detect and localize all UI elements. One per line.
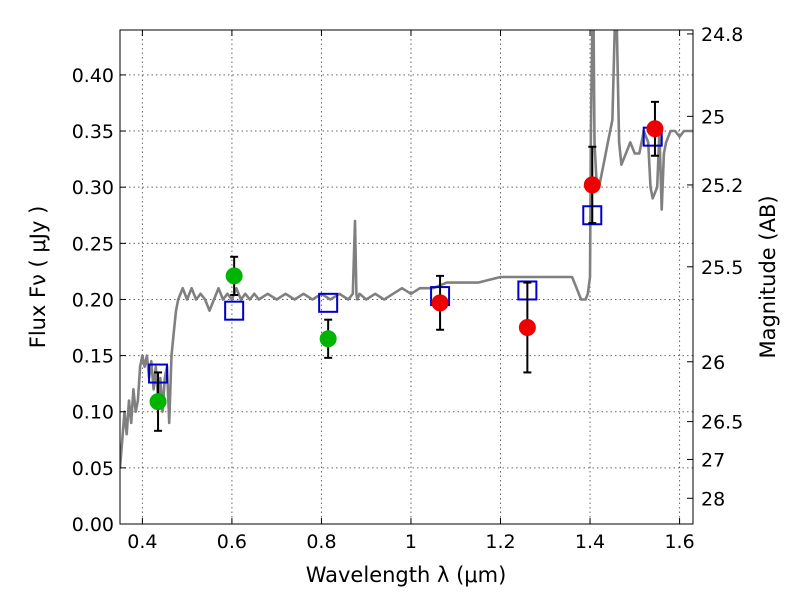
y2-axis-title: Magnitude (AB) [756,195,780,358]
y-axis-title: Flux Fν ( μJy ) [26,206,50,349]
x-tick-label: 0.6 [217,531,247,553]
x-tick-label: 0.4 [127,531,157,553]
ticks: 0.4 0.6 0.8 1 1.2 1.4 1.6 0.00 0.05 0.10 0.15 0.20 0… [72,24,744,553]
plot-frame [119,29,694,525]
y2-tick-label: 26 [701,352,725,374]
observed-flux-point [149,393,167,411]
y-tick-label: 0.35 [72,121,114,143]
y-tick-label: 0.25 [72,233,114,255]
x-tick-label: 1.4 [575,531,605,553]
x-tick-label: 0.8 [306,531,336,553]
y-tick-label: 0.40 [72,65,114,87]
y-tick-label: 0.20 [72,289,114,311]
y2-tick-label: 28 [701,488,725,510]
y-tick-label: 0.10 [72,402,114,424]
y-tick-label: 0.30 [72,177,114,199]
model-spectrum-line [120,30,693,469]
y-tick-label: 0.15 [72,346,114,368]
y2-tick-label: 24.8 [701,24,743,46]
observed-flux-point [646,120,664,138]
y-tick-label: 0.05 [72,458,114,480]
observed-flux-point [225,267,243,285]
observed-flux-point [518,319,536,337]
y2-tick-label: 25 [701,106,725,128]
y2-tick-label: 25.5 [701,257,743,279]
observed-flux-point [319,330,337,348]
x-tick-label: 1.6 [664,531,694,553]
x-tick-label: 1.2 [485,531,515,553]
y2-tick-label: 25.2 [701,175,743,197]
model-flux-square [318,292,339,313]
observed-flux-point [431,294,449,312]
y2-tick-label: 27 [701,449,725,471]
x-tick-label: 1 [405,531,417,553]
observed-flux-point [583,176,601,194]
x-axis-title: Wavelength λ (μm) [306,563,507,587]
y2-tick-label: 26.5 [701,412,743,434]
model-flux-square [224,300,245,321]
plot-area [120,30,693,469]
y-tick-label: 0.00 [72,514,114,536]
